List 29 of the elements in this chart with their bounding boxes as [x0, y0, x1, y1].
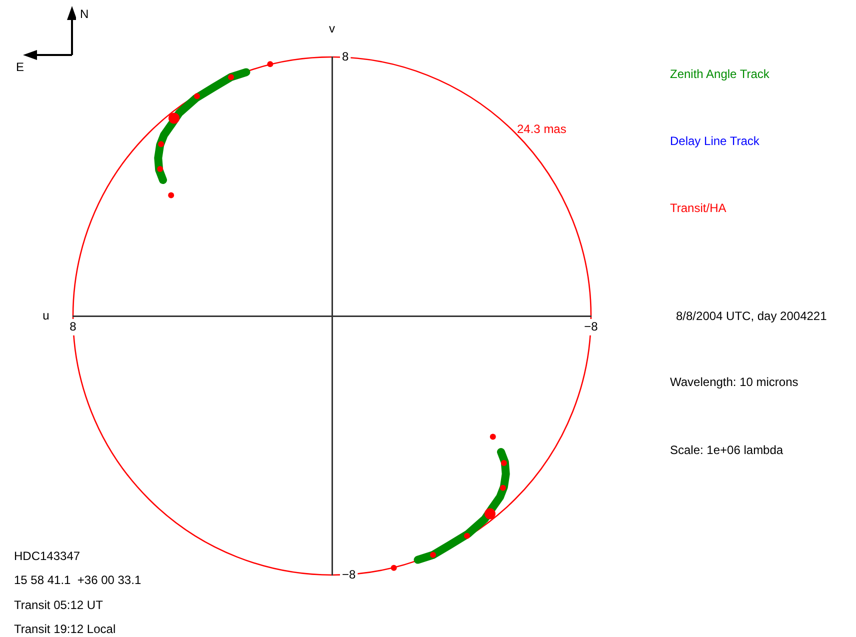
text: Transit 19:12 Local [14, 621, 116, 637]
point [500, 484, 506, 491]
annotation: HDC143347 [14, 548, 80, 564]
point [267, 61, 274, 68]
text: N [80, 6, 89, 22]
text: E [16, 59, 24, 75]
point [194, 93, 200, 100]
point [484, 508, 496, 520]
annotation: 15 58 41.1 +36 00 33.1 [14, 572, 142, 588]
point [490, 434, 496, 440]
x-axis-title: u [42, 308, 50, 322]
text: Scale: 1e+06 lambda [670, 442, 784, 458]
point [464, 532, 470, 539]
point [430, 552, 436, 558]
annotation: 24.3 mas [517, 121, 566, 137]
point [390, 564, 397, 571]
text: Zenith Angle Track [670, 66, 770, 83]
legend-label: Delay Line Track [670, 133, 760, 150]
point [157, 166, 164, 172]
text: Transit/HA [670, 200, 728, 217]
text: 8/8/2004 UTC, day 2004221 [676, 308, 827, 324]
point [168, 192, 174, 198]
point [500, 460, 507, 466]
text: Wavelength: 10 microns [670, 374, 798, 390]
text: Transit 05:12 UT [14, 597, 103, 613]
point [168, 112, 180, 124]
y-axis-title: v [329, 21, 335, 36]
point [228, 74, 234, 80]
point [158, 141, 164, 148]
